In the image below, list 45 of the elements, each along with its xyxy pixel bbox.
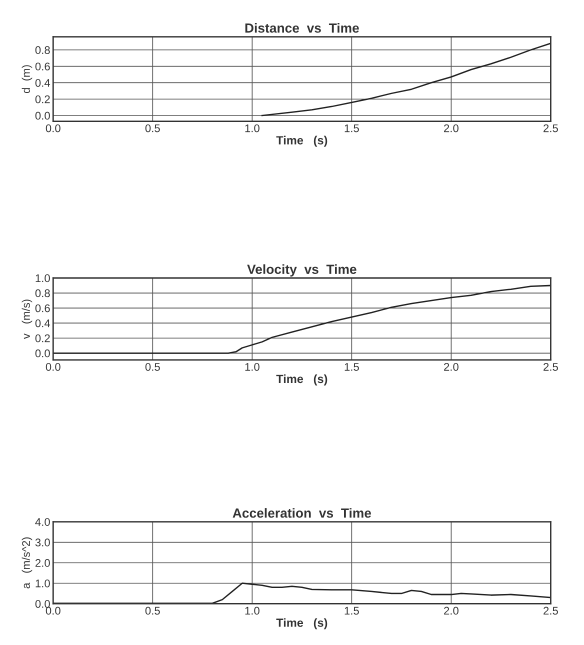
- x-axis-title: Time (s): [276, 374, 328, 386]
- x-tick-label: 2.5: [544, 124, 558, 132]
- x-tick-label: 1.0: [245, 124, 260, 132]
- x-tick-label: 0.0: [46, 362, 60, 371]
- y-tick-label: 4.0: [35, 518, 50, 526]
- chart-title: Acceleration vs Time: [232, 508, 372, 518]
- y-tick-label: 2.0: [35, 559, 50, 567]
- x-tick-label: 0.5: [145, 362, 160, 371]
- y-tick-label: 1.0: [36, 274, 50, 282]
- y-tick-label: 0.8: [35, 46, 50, 54]
- y-tick-label: 0.0: [35, 600, 50, 608]
- x-tick-label: 1.5: [344, 363, 359, 371]
- chart-title: Velocity vs Time: [247, 264, 356, 277]
- line-series: [53, 284, 551, 354]
- y-tick-label: 3.0: [35, 538, 50, 546]
- y-tick-label: 0.2: [35, 334, 50, 342]
- x-tick-label: 1.0: [245, 362, 260, 371]
- y-tick-label: 1.0: [36, 580, 50, 588]
- y-axis-title: a (m/s^2): [22, 537, 32, 588]
- chart-title: Distance vs Time: [245, 23, 359, 33]
- y-tick-label: 0.4: [35, 319, 50, 328]
- y-tick-label: 0.6: [35, 62, 50, 70]
- x-tick-label: 0.5: [145, 124, 160, 132]
- x-tick-label: 0.5: [145, 606, 160, 615]
- y-axis-title: v (m/s): [22, 300, 32, 339]
- y-tick-label: 0.2: [35, 95, 50, 104]
- x-tick-label: 0.0: [46, 124, 60, 132]
- y-tick-label: 0.6: [35, 304, 50, 312]
- y-tick-label: 0.8: [35, 289, 50, 298]
- x-tick-label: 2.0: [444, 362, 458, 371]
- y-tick-label: 0.0: [35, 112, 50, 120]
- y-tick-label: 0.0: [35, 349, 50, 358]
- x-tick-label: 2.0: [444, 606, 458, 615]
- line-series: [261, 42, 551, 116]
- x-tick-label: 1.5: [344, 124, 359, 132]
- x-tick-label: 0.0: [46, 606, 60, 615]
- x-axis-title: Time (s): [276, 136, 328, 147]
- y-axis-title: d (m): [22, 65, 32, 94]
- x-tick-label: 2.5: [544, 362, 558, 371]
- x-tick-label: 1.5: [344, 606, 359, 615]
- x-tick-label: 2.5: [544, 606, 558, 615]
- x-tick-label: 1.0: [245, 606, 260, 615]
- y-tick-label: 0.4: [35, 78, 50, 87]
- x-tick-label: 2.0: [444, 124, 458, 132]
- x-axis-title: Time (s): [276, 618, 328, 630]
